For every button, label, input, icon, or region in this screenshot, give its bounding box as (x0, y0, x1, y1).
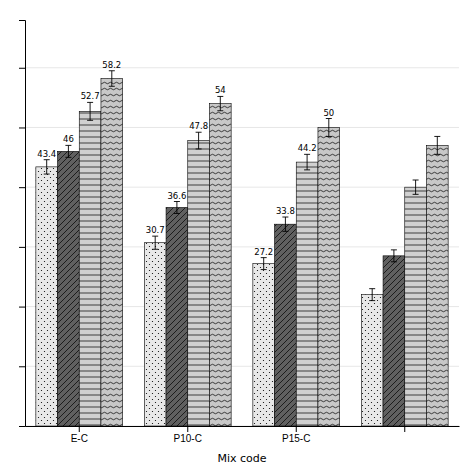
error-bar (304, 154, 310, 170)
error-bar-line (261, 258, 267, 270)
x-tick-mark (404, 426, 405, 432)
data-label: 50 (323, 108, 334, 118)
error-bar-line (152, 236, 158, 249)
error-bar-line (65, 145, 71, 157)
data-label: 44.2 (298, 143, 317, 153)
error-bar (65, 145, 71, 157)
data-label: 33.8 (276, 206, 295, 216)
x-tick-label: E-C (71, 433, 88, 444)
error-bar-line (44, 160, 50, 174)
data-label: 27.2 (254, 247, 273, 257)
bar (144, 243, 166, 426)
x-tick-label: P15-C (282, 433, 310, 444)
error-bar-line (434, 136, 440, 154)
y-tick (19, 127, 25, 128)
x-tick: E-C (71, 426, 88, 444)
x-tick: P10-C (174, 426, 202, 444)
y-tick (19, 68, 25, 69)
x-tick-mark (79, 426, 80, 432)
bar (79, 111, 101, 426)
y-tick (19, 366, 25, 367)
data-labels: 43.4 30.7 27.2 46 36.6 33.8 52.7 47.8 44.2 58.2 54… (37, 60, 334, 257)
data-label: 52.7 (81, 91, 100, 101)
y-tick-mark (19, 127, 25, 128)
y-tick (19, 426, 25, 427)
data-label: 43.4 (37, 149, 56, 159)
data-label: 30.7 (146, 225, 165, 235)
bar (166, 207, 188, 426)
error-bar (326, 119, 332, 137)
x-axis: E-C P10-C P15-C (26, 426, 460, 444)
y-tick-mark (19, 68, 25, 69)
error-bar (391, 250, 397, 262)
y-tick-mark (19, 187, 25, 188)
bar (209, 104, 231, 426)
error-bar-line (109, 71, 115, 87)
chart: 43.4 30.7 27.2 46 36.6 33.8 52.7 47.8 44.2 58.2 54… (0, 0, 474, 474)
error-bar (152, 236, 158, 249)
error-bar-line (369, 289, 375, 301)
grid (25, 68, 459, 426)
error-bar (109, 71, 115, 87)
x-tick (404, 426, 405, 432)
plot: 43.4 30.7 27.2 46 36.6 33.8 52.7 47.8 44.2 58.2 54… (19, 21, 460, 466)
y-tick-mark (19, 366, 25, 367)
data-label: 54 (215, 85, 226, 95)
x-tick: P15-C (282, 426, 310, 444)
error-bar (282, 217, 288, 231)
data-label: 46 (63, 134, 74, 144)
error-bar-line (391, 250, 397, 262)
x-axis-line (26, 426, 460, 427)
bar (275, 224, 297, 426)
error-bar-line (196, 132, 202, 149)
error-bar (174, 202, 180, 214)
y-tick-mark (19, 426, 25, 427)
error-bar-line (174, 202, 180, 214)
error-bar (87, 102, 93, 120)
bar (383, 256, 405, 426)
x-tick-label: P10-C (174, 433, 202, 444)
error-bar (217, 96, 223, 110)
error-bar-line (326, 119, 332, 137)
x-tick-mark (296, 426, 297, 432)
bar (318, 127, 340, 426)
error-bar-line (217, 96, 223, 110)
error-bar-line (413, 180, 419, 194)
bars (36, 71, 448, 426)
error-bar (196, 132, 202, 149)
y-tick-mark (19, 247, 25, 248)
bar (405, 187, 427, 426)
error-bar (369, 289, 375, 301)
error-bar (434, 136, 440, 154)
error-bar-line (87, 102, 93, 120)
data-label: 58.2 (102, 60, 121, 70)
data-label: 47.8 (189, 121, 208, 131)
bar (426, 145, 448, 426)
bar (58, 151, 80, 426)
y-tick (19, 187, 25, 188)
error-bar (413, 180, 419, 194)
grid-line (25, 67, 459, 68)
bar (101, 79, 123, 426)
error-bar (44, 160, 50, 174)
error-bar-line (304, 154, 310, 170)
y-tick (19, 307, 25, 308)
y-axis-line (19, 21, 26, 427)
bar (36, 167, 58, 426)
bar (361, 295, 383, 426)
bar (188, 141, 210, 426)
y-axis (19, 21, 26, 427)
data-label: 36.6 (167, 191, 186, 201)
bar (253, 264, 275, 426)
y-tick-mark (19, 307, 25, 308)
error-bar-line (282, 217, 288, 231)
error-bar (261, 258, 267, 270)
x-axis-title: Mix code (217, 452, 266, 465)
bar (296, 162, 318, 426)
x-tick-mark (187, 426, 188, 432)
y-tick (19, 247, 25, 248)
